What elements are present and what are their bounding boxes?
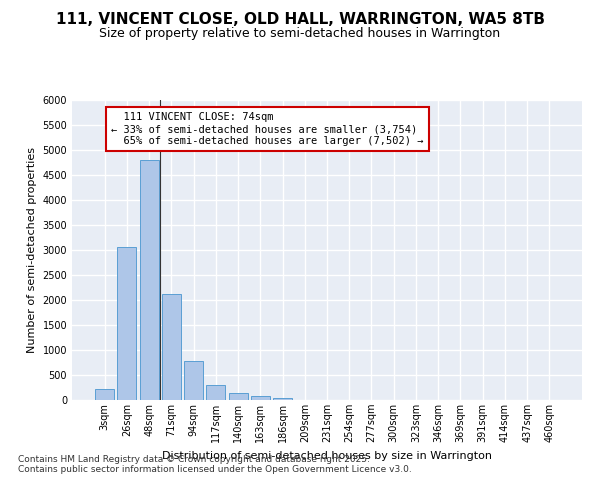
Text: Contains HM Land Registry data © Crown copyright and database right 2025.
Contai: Contains HM Land Registry data © Crown c… <box>18 455 412 474</box>
Bar <box>162 294 181 400</box>
Text: Size of property relative to semi-detached houses in Warrington: Size of property relative to semi-detach… <box>100 28 500 40</box>
Bar <box>118 247 136 400</box>
Y-axis label: Number of semi-detached properties: Number of semi-detached properties <box>27 147 37 353</box>
Bar <box>140 160 158 400</box>
Bar <box>206 384 225 400</box>
Bar <box>229 393 248 400</box>
Bar <box>251 396 270 400</box>
Bar <box>184 361 203 400</box>
Bar <box>95 388 114 400</box>
Text: 111, VINCENT CLOSE, OLD HALL, WARRINGTON, WA5 8TB: 111, VINCENT CLOSE, OLD HALL, WARRINGTON… <box>56 12 545 28</box>
Text: 111 VINCENT CLOSE: 74sqm
← 33% of semi-detached houses are smaller (3,754)
  65%: 111 VINCENT CLOSE: 74sqm ← 33% of semi-d… <box>112 112 424 146</box>
Bar <box>273 398 292 400</box>
X-axis label: Distribution of semi-detached houses by size in Warrington: Distribution of semi-detached houses by … <box>162 450 492 460</box>
